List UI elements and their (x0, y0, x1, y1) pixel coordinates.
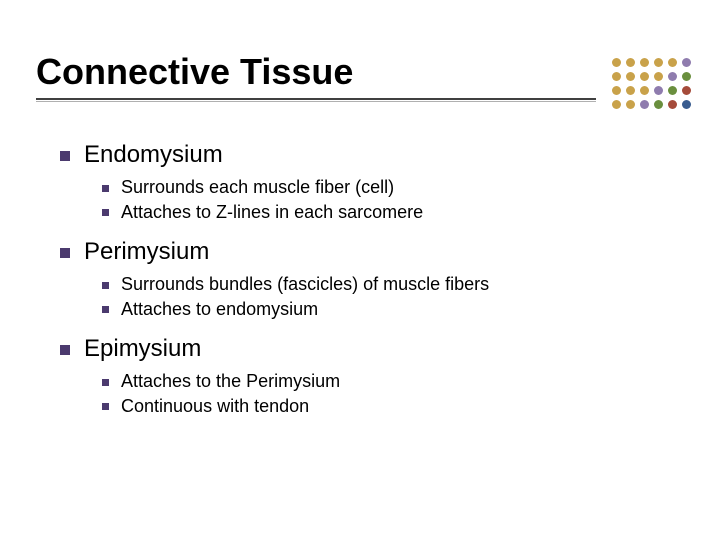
bullet-icon (102, 282, 109, 289)
decor-dot (612, 86, 621, 95)
sub-item-text: Attaches to the Perimysium (121, 370, 340, 393)
list-item-label: Epimysium (84, 334, 201, 364)
decor-dot (626, 100, 635, 109)
decor-dot-matrix (612, 58, 692, 110)
list-item: Epimysium Attaches to the Perimysium Con… (60, 334, 660, 417)
bullet-icon (102, 379, 109, 386)
decor-dot (626, 86, 635, 95)
decor-dot (626, 58, 635, 67)
sub-item-text: Continuous with tendon (121, 395, 309, 418)
decor-dot (682, 72, 691, 81)
sub-list-item: Attaches to the Perimysium (102, 370, 660, 393)
decor-dot (640, 100, 649, 109)
bullet-list: Endomysium Surrounds each muscle fiber (… (60, 140, 660, 417)
sub-list-item: Surrounds each muscle fiber (cell) (102, 176, 660, 199)
decor-dot (654, 100, 663, 109)
title-block: Connective Tissue (36, 52, 596, 102)
decor-dot (612, 58, 621, 67)
list-item-row: Perimysium (60, 237, 660, 267)
bullet-icon (60, 345, 70, 355)
decor-dot (640, 72, 649, 81)
content-area: Endomysium Surrounds each muscle fiber (… (60, 140, 660, 431)
sub-list-item: Attaches to endomysium (102, 298, 660, 321)
title-underline-bottom (36, 101, 596, 102)
sub-list: Attaches to the Perimysium Continuous wi… (60, 370, 660, 417)
sub-list: Surrounds bundles (fascicles) of muscle … (60, 273, 660, 320)
decor-dot (640, 86, 649, 95)
list-item-label: Perimysium (84, 237, 209, 267)
list-item: Endomysium Surrounds each muscle fiber (… (60, 140, 660, 223)
decor-dot (682, 100, 691, 109)
decor-dot (682, 58, 691, 67)
sub-item-text: Surrounds bundles (fascicles) of muscle … (121, 273, 489, 296)
list-item: Perimysium Surrounds bundles (fascicles)… (60, 237, 660, 320)
sub-list-item: Surrounds bundles (fascicles) of muscle … (102, 273, 660, 296)
bullet-icon (60, 151, 70, 161)
sub-list-item: Continuous with tendon (102, 395, 660, 418)
decor-dot (612, 100, 621, 109)
decor-dot (668, 72, 677, 81)
decor-dot (612, 72, 621, 81)
list-item-row: Epimysium (60, 334, 660, 364)
decor-dot (654, 86, 663, 95)
title-underline-top (36, 98, 596, 100)
decor-dot (682, 86, 691, 95)
decor-dot (668, 86, 677, 95)
slide: Connective Tissue Endomysium Surrounds e… (0, 0, 720, 540)
decor-dot (654, 58, 663, 67)
sub-item-text: Surrounds each muscle fiber (cell) (121, 176, 394, 199)
slide-title: Connective Tissue (36, 52, 596, 92)
list-item-label: Endomysium (84, 140, 223, 170)
decor-dot (640, 58, 649, 67)
bullet-icon (102, 403, 109, 410)
sub-list: Surrounds each muscle fiber (cell) Attac… (60, 176, 660, 223)
sub-item-text: Attaches to Z-lines in each sarcomere (121, 201, 423, 224)
bullet-icon (60, 248, 70, 258)
decor-dot (668, 58, 677, 67)
sub-item-text: Attaches to endomysium (121, 298, 318, 321)
decor-dot (626, 72, 635, 81)
bullet-icon (102, 185, 109, 192)
list-item-row: Endomysium (60, 140, 660, 170)
decor-dot (668, 100, 677, 109)
sub-list-item: Attaches to Z-lines in each sarcomere (102, 201, 660, 224)
bullet-icon (102, 306, 109, 313)
bullet-icon (102, 209, 109, 216)
decor-dot (654, 72, 663, 81)
